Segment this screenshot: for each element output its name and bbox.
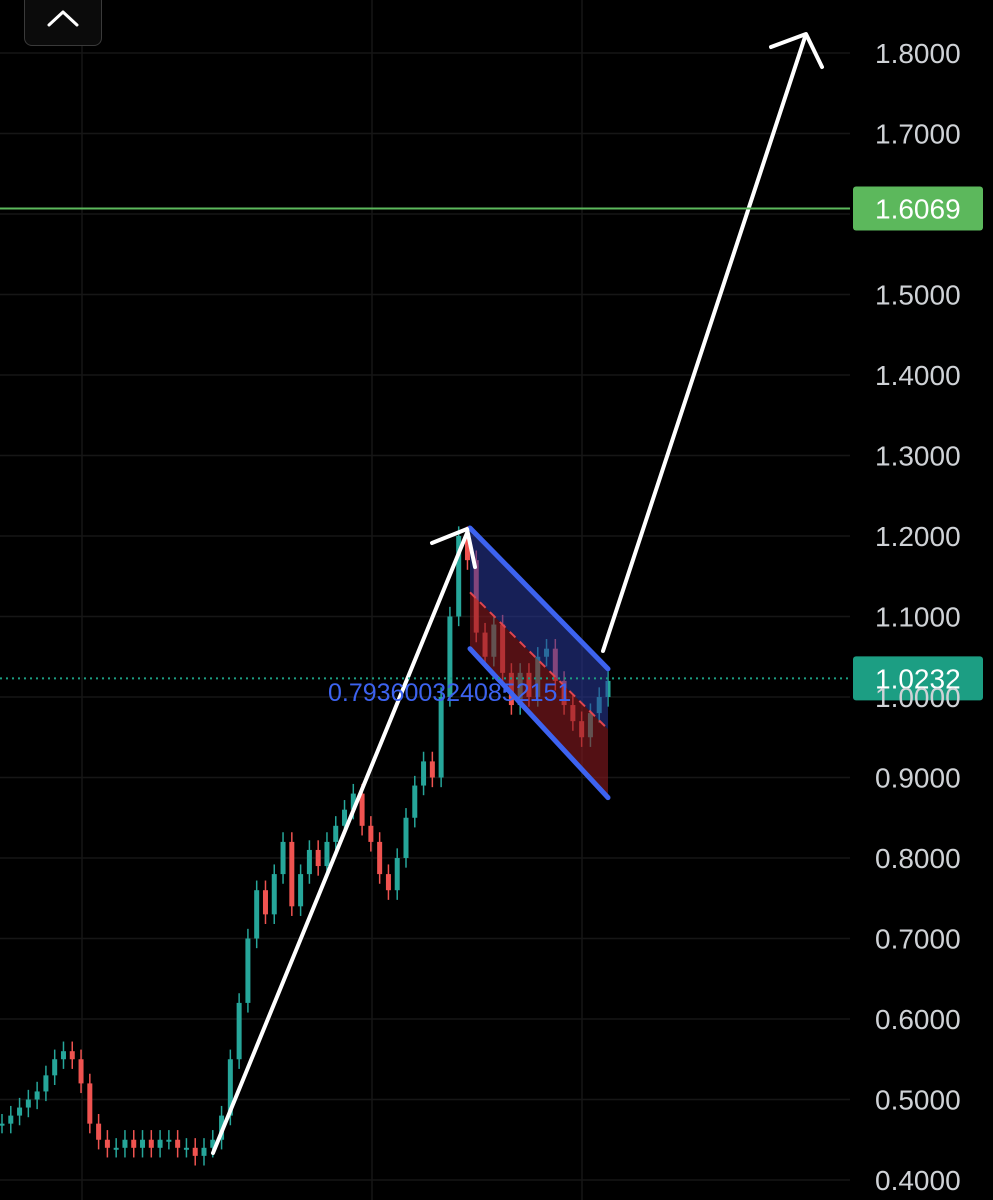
candle-body xyxy=(8,1115,14,1124)
candle-body xyxy=(113,1147,119,1150)
candle-body xyxy=(122,1139,128,1148)
candle-body xyxy=(227,1059,233,1116)
candle-body xyxy=(17,1107,23,1116)
candle-body xyxy=(210,1139,216,1148)
candle-body xyxy=(412,785,418,818)
candle-body xyxy=(25,1099,31,1108)
candle-body xyxy=(298,874,304,907)
channel-midline xyxy=(469,591,609,730)
channel-upper-line xyxy=(467,525,611,672)
channel-lower-fill xyxy=(470,592,608,798)
candle-body xyxy=(421,761,427,786)
candle-body xyxy=(175,1139,181,1148)
candle-body xyxy=(359,793,365,826)
price-badge-label: 1.0232 xyxy=(875,663,961,694)
floating-value-label: 0.7936003240852151 xyxy=(328,679,571,707)
y-tick-label: 1.5000 xyxy=(875,280,961,311)
candle-body xyxy=(429,761,435,778)
candle-body xyxy=(0,1123,5,1126)
pole-arrow-head xyxy=(430,527,477,569)
candle-body xyxy=(377,841,383,875)
candle-body xyxy=(157,1139,163,1148)
y-tick-label: 1.4000 xyxy=(875,360,961,391)
candle-body xyxy=(280,841,286,875)
y-tick-label: 0.7000 xyxy=(875,924,961,955)
candle-body xyxy=(148,1139,154,1148)
candle-body xyxy=(289,841,295,907)
channel-lower-line xyxy=(467,646,611,801)
candle-body xyxy=(52,1059,58,1076)
candle-body xyxy=(368,825,374,842)
y-tick-label: 0.5000 xyxy=(875,1085,961,1116)
candle-body xyxy=(438,697,444,778)
candle-body xyxy=(306,849,312,875)
candle-body xyxy=(104,1139,110,1148)
y-tick-label: 0.4000 xyxy=(875,1165,961,1196)
candle-body xyxy=(315,849,321,867)
projection-arrows xyxy=(211,32,824,1155)
price-badge xyxy=(853,656,983,701)
candle-body xyxy=(236,1002,242,1060)
y-tick-label: 0.8000 xyxy=(875,843,961,874)
candle-body xyxy=(87,1083,93,1124)
price-badge xyxy=(853,186,983,231)
candle-body xyxy=(183,1147,189,1150)
y-tick-label: 1.1000 xyxy=(875,602,961,633)
candle-body xyxy=(140,1139,146,1148)
candle-body xyxy=(262,890,268,915)
candle-body xyxy=(350,793,356,810)
candle-body xyxy=(131,1139,137,1148)
candle-body xyxy=(271,874,277,915)
candle-body xyxy=(96,1123,102,1140)
y-tick-label: 1.8000 xyxy=(875,38,961,69)
y-tick-label: 1.0000 xyxy=(875,682,961,713)
pole-arrow-shaft xyxy=(211,531,469,1155)
candle-body xyxy=(245,938,251,1003)
y-tick-label: 1.3000 xyxy=(875,441,961,472)
candle-body xyxy=(34,1091,40,1100)
candle-body xyxy=(456,536,462,617)
target-arrow-shaft xyxy=(601,35,807,653)
candle-body xyxy=(60,1051,66,1060)
target-arrow-head xyxy=(769,32,824,69)
y-tick-label: 1.2000 xyxy=(875,521,961,552)
chevron-up-icon xyxy=(47,10,79,27)
candle-body xyxy=(342,809,348,826)
price-axis: 0.4000 0.5000 0.6000 0.7000 0.8000 0.9000 1.00… xyxy=(875,38,961,1196)
y-tick-label: 1.7000 xyxy=(875,119,961,150)
candle-body xyxy=(324,841,330,867)
chart-grid xyxy=(0,0,850,1200)
candle-body xyxy=(69,1051,75,1060)
bull-flag-channel xyxy=(467,525,611,801)
candle-body xyxy=(464,536,470,561)
price-badge-label: 1.6069 xyxy=(875,193,961,224)
candle-body xyxy=(385,874,391,891)
candle-body xyxy=(43,1075,49,1092)
candle-body xyxy=(201,1147,207,1156)
candle-body xyxy=(394,858,400,891)
candle-body xyxy=(192,1147,198,1156)
candle-body xyxy=(403,817,409,858)
y-tick-label: 0.6000 xyxy=(875,1004,961,1035)
candle-body xyxy=(78,1059,84,1084)
y-tick-label: 0.9000 xyxy=(875,763,961,794)
candle-body xyxy=(333,825,339,842)
candle-body xyxy=(254,890,260,939)
price-lines: 1.6069 1.0232 xyxy=(0,186,983,701)
candle-body xyxy=(447,616,453,697)
collapse-button[interactable] xyxy=(24,0,102,46)
channel-upper-fill xyxy=(470,527,608,730)
candle-body xyxy=(166,1139,172,1142)
